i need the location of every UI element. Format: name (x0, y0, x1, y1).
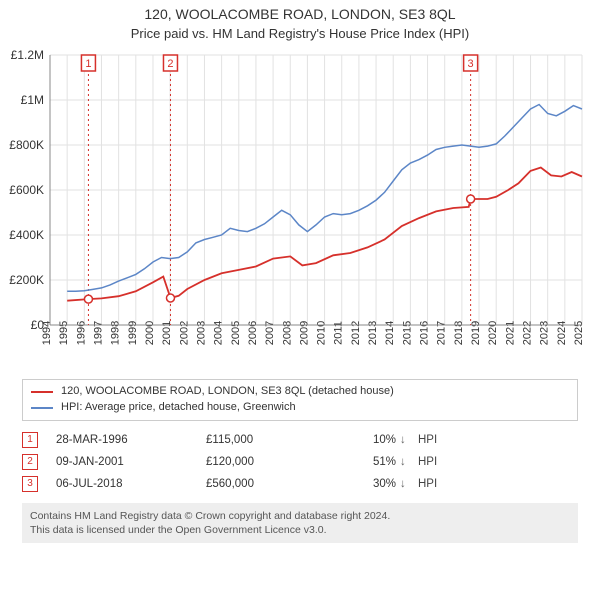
svg-text:2015: 2015 (401, 321, 413, 345)
legend-row-price: 120, WOOLACOMBE ROAD, LONDON, SE3 8QL (d… (31, 384, 569, 400)
sales-row: 3 06-JUL-2018£560,00030%↓HPI (22, 473, 437, 495)
sale-date: 06-JUL-2018 (56, 473, 206, 495)
sale-price: £115,000 (206, 429, 336, 451)
svg-text:3: 3 (468, 58, 474, 70)
svg-text:2021: 2021 (504, 321, 516, 345)
chart-area: £0£200K£400K£600K£800K£1M£1.2M1994199519… (0, 45, 600, 375)
down-arrow-icon: ↓ (400, 451, 418, 473)
svg-text:2025: 2025 (573, 321, 585, 345)
svg-text:2020: 2020 (487, 321, 499, 345)
chart-title-subtitle: Price paid vs. HM Land Registry's House … (0, 26, 600, 41)
legend: 120, WOOLACOMBE ROAD, LONDON, SE3 8QL (d… (22, 379, 578, 421)
svg-text:£400K: £400K (9, 228, 44, 242)
svg-text:2002: 2002 (178, 321, 190, 345)
svg-text:2001: 2001 (161, 321, 173, 345)
svg-text:2007: 2007 (264, 321, 276, 345)
svg-text:£1M: £1M (21, 93, 44, 107)
svg-text:2016: 2016 (419, 321, 431, 345)
svg-text:1999: 1999 (127, 321, 139, 345)
svg-text:2004: 2004 (213, 321, 225, 345)
svg-text:£1.2M: £1.2M (11, 48, 44, 62)
sales-table: 128-MAR-1996£115,00010%↓HPI209-JAN-2001£… (22, 429, 578, 495)
svg-text:2024: 2024 (556, 321, 568, 345)
legend-swatch-price (31, 391, 53, 393)
svg-text:2: 2 (167, 58, 173, 70)
sale-pct: 30% (336, 473, 400, 495)
svg-text:2000: 2000 (144, 321, 156, 345)
sale-price: £120,000 (206, 451, 336, 473)
legend-swatch-hpi (31, 407, 53, 409)
legend-label-price: 120, WOOLACOMBE ROAD, LONDON, SE3 8QL (d… (61, 384, 394, 400)
sale-hpi-suffix: HPI (418, 451, 437, 473)
footer-licence: Contains HM Land Registry data © Crown c… (22, 503, 578, 543)
svg-text:2008: 2008 (281, 321, 293, 345)
svg-text:2019: 2019 (470, 321, 482, 345)
down-arrow-icon: ↓ (400, 473, 418, 495)
svg-text:1994: 1994 (41, 321, 53, 345)
svg-text:2017: 2017 (436, 321, 448, 345)
svg-text:2022: 2022 (522, 321, 534, 345)
legend-label-hpi: HPI: Average price, detached house, Gree… (61, 400, 296, 416)
sale-hpi-suffix: HPI (418, 429, 437, 451)
svg-text:1997: 1997 (92, 321, 104, 345)
svg-text:1: 1 (85, 58, 91, 70)
svg-text:2012: 2012 (350, 321, 362, 345)
sale-date: 28-MAR-1996 (56, 429, 206, 451)
svg-text:2014: 2014 (384, 321, 396, 345)
svg-text:£200K: £200K (9, 273, 44, 287)
sale-hpi-suffix: HPI (418, 473, 437, 495)
sale-pct: 10% (336, 429, 400, 451)
svg-text:2009: 2009 (298, 321, 310, 345)
svg-text:2018: 2018 (453, 321, 465, 345)
svg-text:2006: 2006 (247, 321, 259, 345)
sale-marker-icon: 1 (22, 432, 38, 448)
sales-row: 2 09-JAN-2001£120,00051%↓HPI (22, 451, 437, 473)
price-vs-hpi-chart: £0£200K£400K£600K£800K£1M£1.2M1994199519… (0, 45, 600, 375)
svg-text:£800K: £800K (9, 138, 44, 152)
sale-pct: 51% (336, 451, 400, 473)
svg-text:2023: 2023 (539, 321, 551, 345)
svg-text:2003: 2003 (195, 321, 207, 345)
svg-text:1998: 1998 (110, 321, 122, 345)
sale-date: 09-JAN-2001 (56, 451, 206, 473)
footer-line-1: Contains HM Land Registry data © Crown c… (30, 509, 570, 523)
legend-row-hpi: HPI: Average price, detached house, Gree… (31, 400, 569, 416)
footer-line-2: This data is licensed under the Open Gov… (30, 523, 570, 537)
svg-text:1996: 1996 (75, 321, 87, 345)
sale-marker-icon: 3 (22, 476, 38, 492)
down-arrow-icon: ↓ (400, 429, 418, 451)
sale-marker-icon: 2 (22, 454, 38, 470)
svg-text:2010: 2010 (316, 321, 328, 345)
svg-text:1995: 1995 (58, 321, 70, 345)
chart-title-address: 120, WOOLACOMBE ROAD, LONDON, SE3 8QL (0, 6, 600, 22)
sales-row: 1 28-MAR-1996£115,00010%↓HPI (22, 429, 437, 451)
sale-price: £560,000 (206, 473, 336, 495)
svg-text:2005: 2005 (230, 321, 242, 345)
svg-text:£600K: £600K (9, 183, 44, 197)
svg-text:2013: 2013 (367, 321, 379, 345)
